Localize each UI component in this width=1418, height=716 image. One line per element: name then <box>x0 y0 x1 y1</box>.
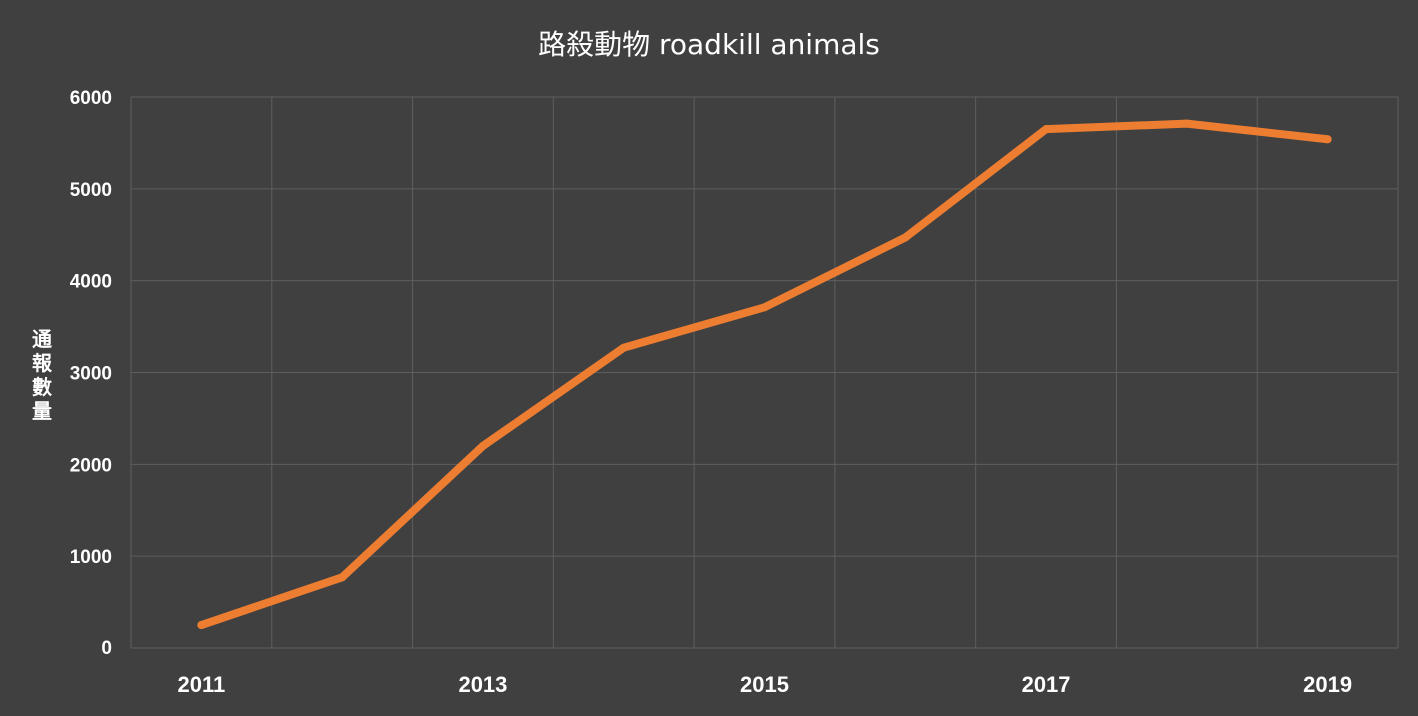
x-tick-label: 2019 <box>1303 672 1352 697</box>
y-tick-label: 4000 <box>70 272 112 293</box>
data-point <box>197 621 206 630</box>
y-tick-label: 2000 <box>70 455 112 476</box>
data-point <box>760 303 769 312</box>
y-tick-label: 0 <box>101 638 112 659</box>
y-tick-label: 6000 <box>70 88 112 109</box>
series-line <box>197 119 1332 630</box>
y-axis-ticks: 0 1000 2000 3000 4000 5000 6000 <box>70 88 112 659</box>
x-tick-label: 2011 <box>178 672 226 697</box>
data-point <box>478 441 487 450</box>
x-tick-label: 2013 <box>458 672 507 697</box>
y-tick-label: 5000 <box>70 180 112 201</box>
data-point <box>338 573 347 582</box>
data-point <box>619 343 628 352</box>
x-axis-ticks: 2011 2013 2015 2017 2019 <box>178 672 1353 697</box>
data-point <box>1182 119 1191 128</box>
y-tick-label: 3000 <box>70 364 112 385</box>
y-tick-label: 1000 <box>70 547 112 568</box>
data-point <box>1323 135 1332 144</box>
grid <box>130 96 1399 649</box>
y-axis-label: 通報數量 <box>32 327 53 423</box>
series-group <box>197 119 1332 630</box>
data-point <box>1042 125 1051 134</box>
x-tick-label: 2017 <box>1022 672 1071 697</box>
x-tick-label: 2015 <box>740 672 789 697</box>
chart-title: 路殺動物 roadkill animals <box>538 28 880 61</box>
data-point <box>901 233 910 242</box>
